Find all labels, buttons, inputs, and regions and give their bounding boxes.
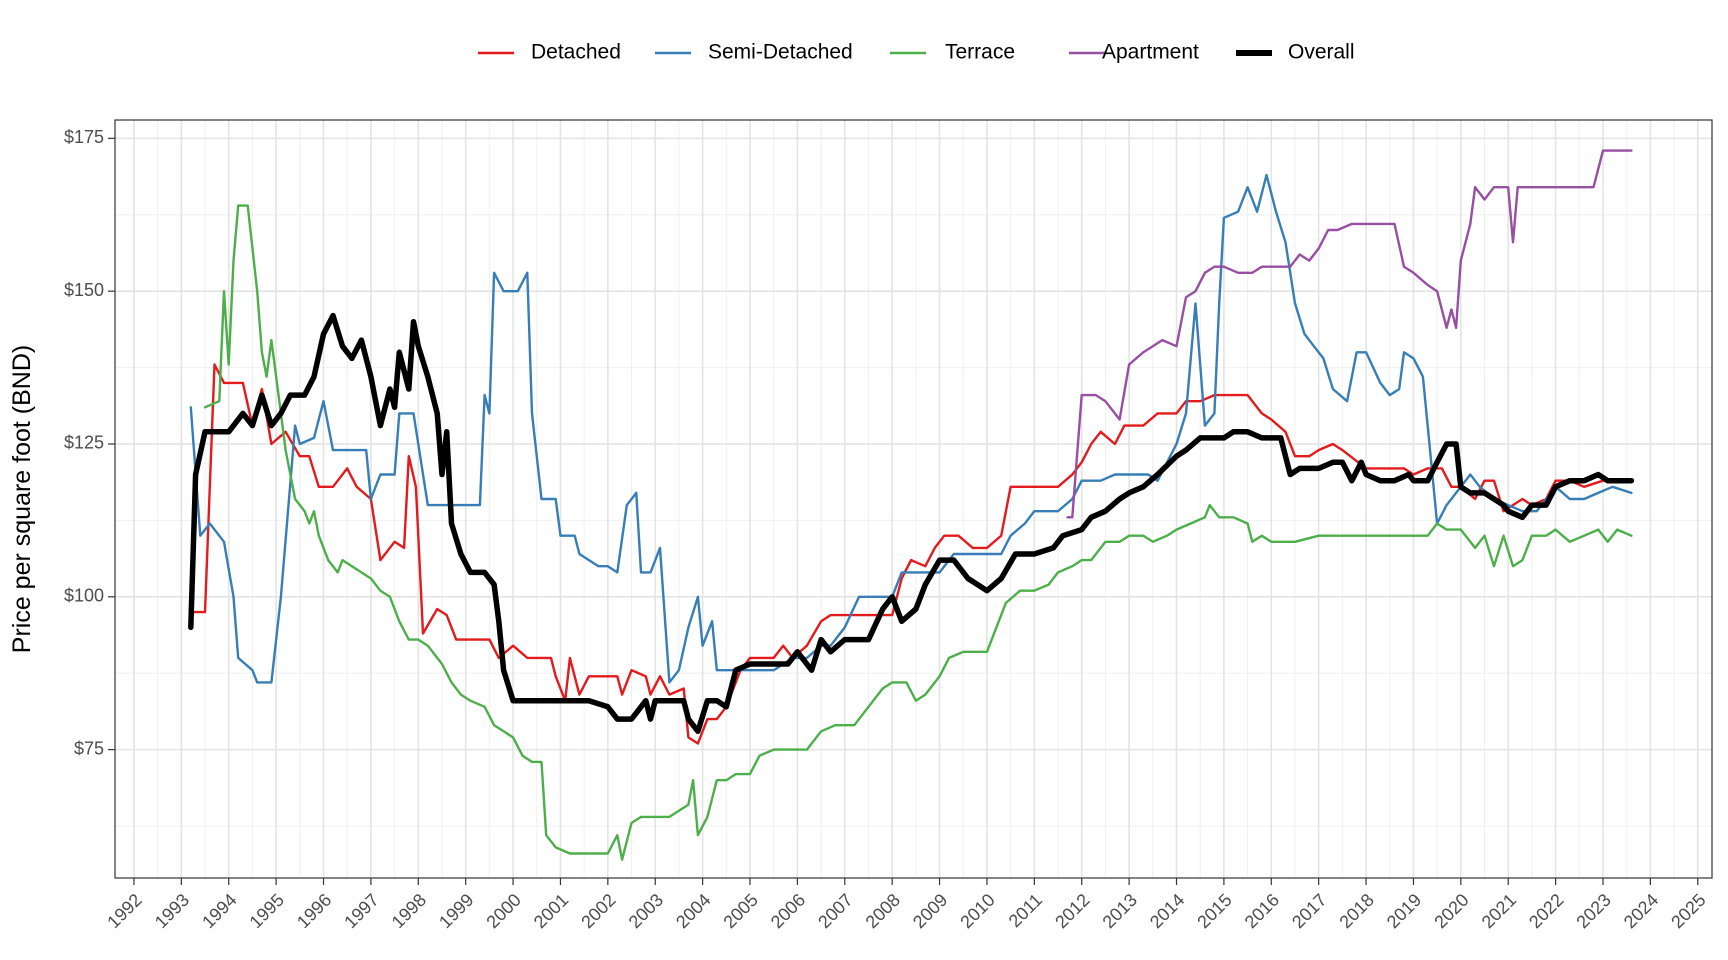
legend-label-apartment: Apartment [1102,41,1199,64]
y-tick-label: $175 [64,127,104,147]
legend-label-semi-detached: Semi-Detached [708,41,853,64]
x-tick-label: 2012 [1051,890,1093,932]
series-line-overall [188,312,1635,735]
x-tick-label: 2017 [1288,890,1330,932]
x-tick-label: 2003 [625,890,667,932]
series-line-semi-detached [189,173,1633,684]
x-tick-label: 1996 [293,890,335,932]
y-tick-label: $75 [74,738,104,758]
x-tick-label: 2004 [672,890,714,932]
x-tick-label: 1997 [340,890,382,932]
x-tick-label: 1995 [246,890,288,932]
x-tick-label: 1994 [198,890,240,932]
x-tick-label: 2013 [1099,890,1141,932]
series-line-apartment [1066,149,1633,519]
x-tick-label: 2014 [1146,890,1188,932]
x-tick-label: 2016 [1241,890,1283,932]
x-tick-label: 1998 [388,890,430,932]
plot-background [115,120,1712,878]
y-tick-label: $100 [64,586,104,606]
x-tick-label: 1992 [103,890,145,932]
y-axis-label: Price per square foot (BND) [8,345,36,653]
y-axis: $75 $100 $125 $150 $175 [64,127,115,758]
x-tick-label: 2001 [530,890,572,932]
x-tick-label: 2024 [1620,890,1662,932]
x-tick-label: 2000 [482,890,524,932]
legend-label-detached: Detached [531,41,621,64]
x-axis: 1992 1993 1994 1995 1996 1997 1998 1999 2000 2001… [103,878,1710,932]
x-tick-label: 2022 [1525,890,1567,932]
legend-label-terrace: Terrace [945,41,1015,64]
x-tick-label: 2021 [1478,890,1520,932]
x-tick-label: 2009 [909,890,951,932]
x-tick-label: 2018 [1335,890,1377,932]
x-tick-label: 2025 [1667,890,1709,932]
x-tick-label: 2010 [956,890,998,932]
x-tick-label: 2020 [1430,890,1472,932]
x-tick-label: 2002 [577,890,619,932]
x-tick-label: 2015 [1193,890,1235,932]
minor-gridlines [115,120,1712,878]
legend: Detached Semi-Detached Terrace Apartment Ove… [478,41,1355,64]
x-tick-label: 2005 [719,890,761,932]
x-tick-label: 2007 [814,890,856,932]
legend-label-overall: Overall [1288,41,1355,64]
y-tick-label: $150 [64,280,104,300]
x-tick-label: 1999 [435,890,477,932]
x-tick-label: 1993 [151,890,193,932]
x-tick-label: 2006 [767,890,809,932]
series-lines [188,149,1635,861]
y-tick-label: $125 [64,433,104,453]
series-line-terrace [203,204,1633,861]
plot-border [114,119,1713,879]
x-tick-label: 2019 [1383,890,1425,932]
x-tick-label: 2008 [862,890,904,932]
x-tick-label: 2023 [1572,890,1614,932]
x-tick-label: 2011 [1005,890,1047,932]
